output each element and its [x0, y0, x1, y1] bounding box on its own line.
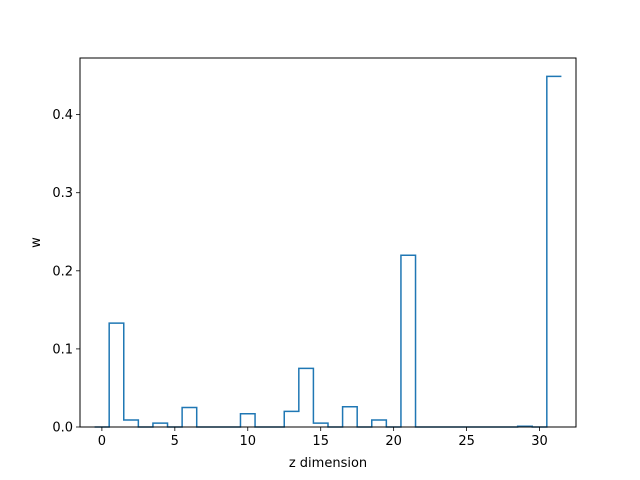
x-tick-label: 10 [239, 434, 256, 449]
plot-frame [79, 57, 577, 428]
y-tick-label: 0.3 [52, 186, 73, 201]
x-tick-label: 20 [385, 434, 402, 449]
x-axis-label: z dimension [289, 456, 367, 471]
x-tick-label: 15 [312, 434, 329, 449]
y-tick-label: 0.4 [52, 108, 73, 123]
x-tick-label: 0 [98, 434, 106, 449]
x-tick-label: 5 [171, 434, 179, 449]
x-tick-label: 30 [531, 434, 548, 449]
y-axis-ticks: 0.0 0.1 0.2 0.3 0.4 [52, 108, 80, 436]
y-tick-label: 0.0 [52, 421, 73, 436]
y-tick-label: 0.1 [52, 342, 73, 357]
y-tick-label: 0.2 [52, 264, 73, 279]
x-tick-label: 25 [458, 434, 475, 449]
x-axis-ticks: 0 5 10 15 20 25 30 [98, 427, 548, 449]
y-axis-label: w [29, 237, 44, 248]
